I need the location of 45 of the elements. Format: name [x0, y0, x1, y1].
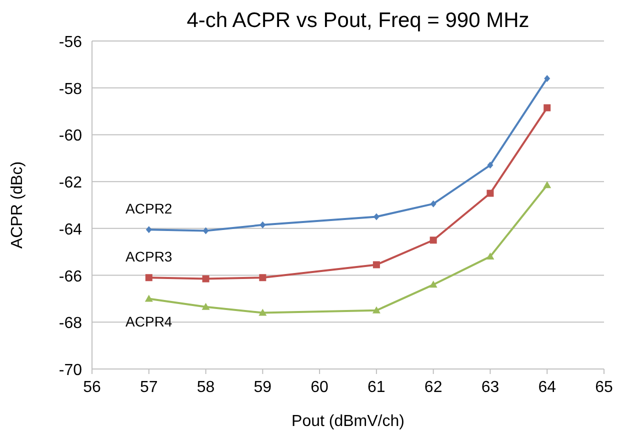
x-tick-label: 63: [481, 379, 500, 396]
point: [145, 274, 152, 282]
y-tick-label: -64: [58, 221, 82, 238]
point: [144, 294, 153, 302]
point: [202, 227, 209, 234]
y-axis-title: ACPR (dBc): [9, 161, 26, 249]
point: [487, 162, 494, 169]
y-tick-label: -60: [58, 128, 82, 145]
y-tick-label: -62: [58, 174, 82, 192]
y-tick-label: -68: [58, 315, 82, 332]
x-tick-label: 62: [424, 379, 442, 396]
y-tick-label: -66: [58, 268, 82, 286]
point: [486, 190, 494, 197]
x-tick-label: 57: [140, 379, 158, 396]
point: [260, 221, 266, 228]
point: [202, 275, 210, 282]
y-tick-label: -56: [58, 34, 82, 51]
point: [372, 306, 380, 314]
point: [259, 274, 266, 282]
x-tick-label: 64: [538, 379, 556, 396]
point: [429, 280, 438, 288]
series-label: ACPR4: [126, 314, 172, 330]
x-tick-label: 56: [83, 379, 101, 396]
point: [486, 252, 494, 260]
point: [202, 302, 210, 310]
point: [372, 261, 380, 268]
point: [146, 226, 152, 234]
series-label: ACPR2: [126, 200, 172, 217]
x-tick-label: 60: [310, 379, 329, 396]
point: [544, 104, 551, 112]
x-tick-label: 61: [368, 379, 386, 396]
x-axis-title: Pout (dBmV/ch): [292, 413, 404, 430]
point: [258, 308, 267, 316]
point: [373, 213, 380, 220]
y-tick-label: -58: [58, 80, 82, 98]
x-tick-label: 58: [196, 379, 215, 396]
point: [543, 181, 552, 188]
chart-title: 4-ch ACPR vs Pout, Freq = 990 MHz: [186, 9, 530, 32]
point: [544, 74, 550, 82]
x-tick-label: 59: [254, 379, 272, 396]
y-tick-label: -70: [58, 362, 82, 379]
point: [430, 236, 437, 244]
series-label: ACPR3: [126, 248, 172, 265]
x-tick-label: 65: [595, 379, 613, 396]
point: [430, 200, 436, 208]
